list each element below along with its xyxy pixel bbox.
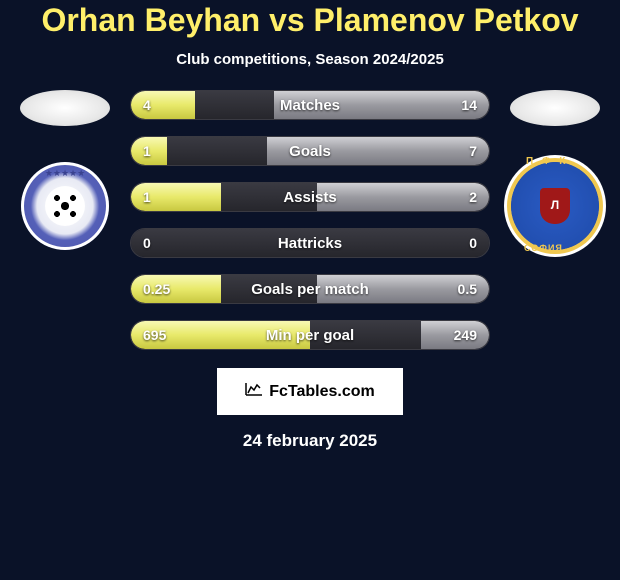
left-avatar-placeholder (20, 90, 110, 126)
stat-left-value: 1 (143, 189, 151, 205)
stat-row: 1 Assists 2 (130, 182, 490, 212)
page-title: Orhan Beyhan vs Plamenov Petkov (41, 2, 578, 39)
stat-label: Goals (289, 143, 331, 160)
subtitle: Club competitions, Season 2024/2025 (176, 51, 444, 68)
stat-right-value: 7 (469, 143, 477, 159)
stat-row: 695 Min per goal 249 (130, 320, 490, 350)
stat-row: 0.25 Goals per match 0.5 (130, 274, 490, 304)
stat-label: Goals per match (251, 281, 369, 298)
bar-fill-right (317, 183, 489, 211)
stat-row: 0 Hattricks 0 (130, 228, 490, 258)
right-club-badge: Л (511, 162, 599, 250)
stat-left-value: 695 (143, 327, 166, 343)
stat-right-value: 0.5 (458, 281, 477, 297)
chart-icon (245, 382, 263, 401)
stat-label: Min per goal (266, 327, 354, 344)
stat-label: Assists (283, 189, 336, 206)
stat-label: Hattricks (278, 235, 342, 252)
stat-bars: 4 Matches 14 1 Goals 7 1 Assists 2 0 Hattricks 0 0.2… (130, 90, 490, 350)
stat-right-value: 249 (454, 327, 477, 343)
stat-left-value: 1 (143, 143, 151, 159)
fctables-logo: FcTables.com (217, 368, 403, 415)
stat-row: 1 Goals 7 (130, 136, 490, 166)
logo-text: FcTables.com (269, 383, 375, 401)
shield-icon: Л (540, 188, 570, 224)
right-avatar-placeholder (510, 90, 600, 126)
stat-right-value: 0 (469, 235, 477, 251)
stat-left-value: 0.25 (143, 281, 170, 297)
stat-left-value: 4 (143, 97, 151, 113)
date-label: 24 february 2025 (243, 431, 377, 451)
right-player-side: Л (500, 90, 610, 250)
soccer-ball-icon (45, 186, 85, 226)
left-player-side (10, 90, 120, 250)
comparison-panel: 4 Matches 14 1 Goals 7 1 Assists 2 0 Hattricks 0 0.2… (0, 90, 620, 350)
bar-fill-left (131, 91, 195, 119)
stat-label: Matches (280, 97, 340, 114)
stat-right-value: 2 (469, 189, 477, 205)
stat-row: 4 Matches 14 (130, 90, 490, 120)
stat-left-value: 0 (143, 235, 151, 251)
stat-right-value: 14 (461, 97, 477, 113)
left-club-badge (21, 162, 109, 250)
